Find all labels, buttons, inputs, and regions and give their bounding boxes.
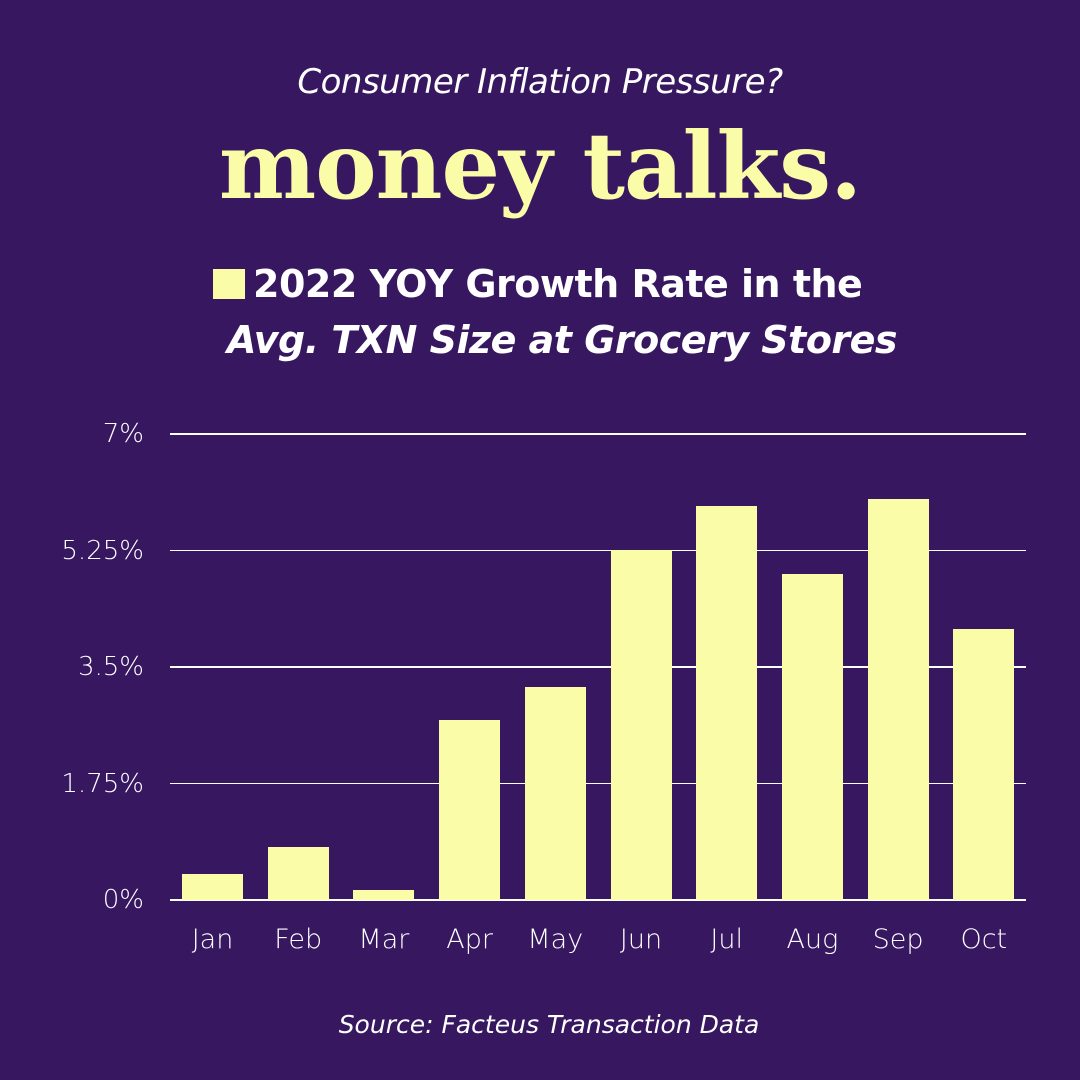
- x-tick-label: Sep: [872, 924, 924, 955]
- x-tick-label: Mar: [358, 924, 410, 955]
- legend-swatch: [213, 269, 245, 299]
- bar-aug: [781, 573, 843, 900]
- source-note: Source: Facteus Transaction Data: [338, 1010, 760, 1039]
- bar-apr: [439, 720, 501, 900]
- x-tick-label: Oct: [960, 924, 1008, 955]
- x-tick-label: Jun: [619, 924, 663, 955]
- bar-feb: [267, 846, 329, 900]
- brand-title: money talks.: [218, 112, 862, 220]
- gridline: [170, 899, 1026, 901]
- gridline: [170, 666, 1026, 668]
- gridline: [170, 549, 1026, 552]
- y-tick-label: 1.75%: [61, 768, 144, 799]
- bar-sep: [867, 499, 929, 900]
- subtitle: Consumer Inflation Pressure?: [297, 62, 783, 102]
- x-tick-label: Jan: [191, 924, 234, 955]
- gridline: [170, 782, 1026, 785]
- legend: 2022 YOY Growth Rate in the: [213, 262, 863, 306]
- bar-may: [524, 686, 586, 900]
- legend-title-line2: Avg. TXN Size at Grocery Stores: [226, 318, 898, 362]
- x-tick-label: Aug: [786, 924, 839, 955]
- x-tick-label: Jul: [710, 924, 743, 955]
- x-tick-label: May: [527, 924, 584, 955]
- legend-title-line1: 2022 YOY Growth Rate in the: [253, 262, 863, 306]
- bar-jul: [696, 505, 758, 900]
- bar-mar: [353, 890, 415, 900]
- x-tick-label: Apr: [446, 924, 493, 955]
- bar-jan: [182, 874, 243, 900]
- bar-oct: [953, 629, 1015, 900]
- gridline: [170, 433, 1026, 435]
- y-tick-label: 7%: [102, 419, 144, 449]
- y-tick-label: 0%: [102, 885, 144, 915]
- y-tick-label: 3.5%: [77, 652, 144, 682]
- y-tick-label: 5.25%: [61, 535, 144, 566]
- x-tick-label: Feb: [274, 924, 323, 955]
- bar-jun: [610, 549, 672, 900]
